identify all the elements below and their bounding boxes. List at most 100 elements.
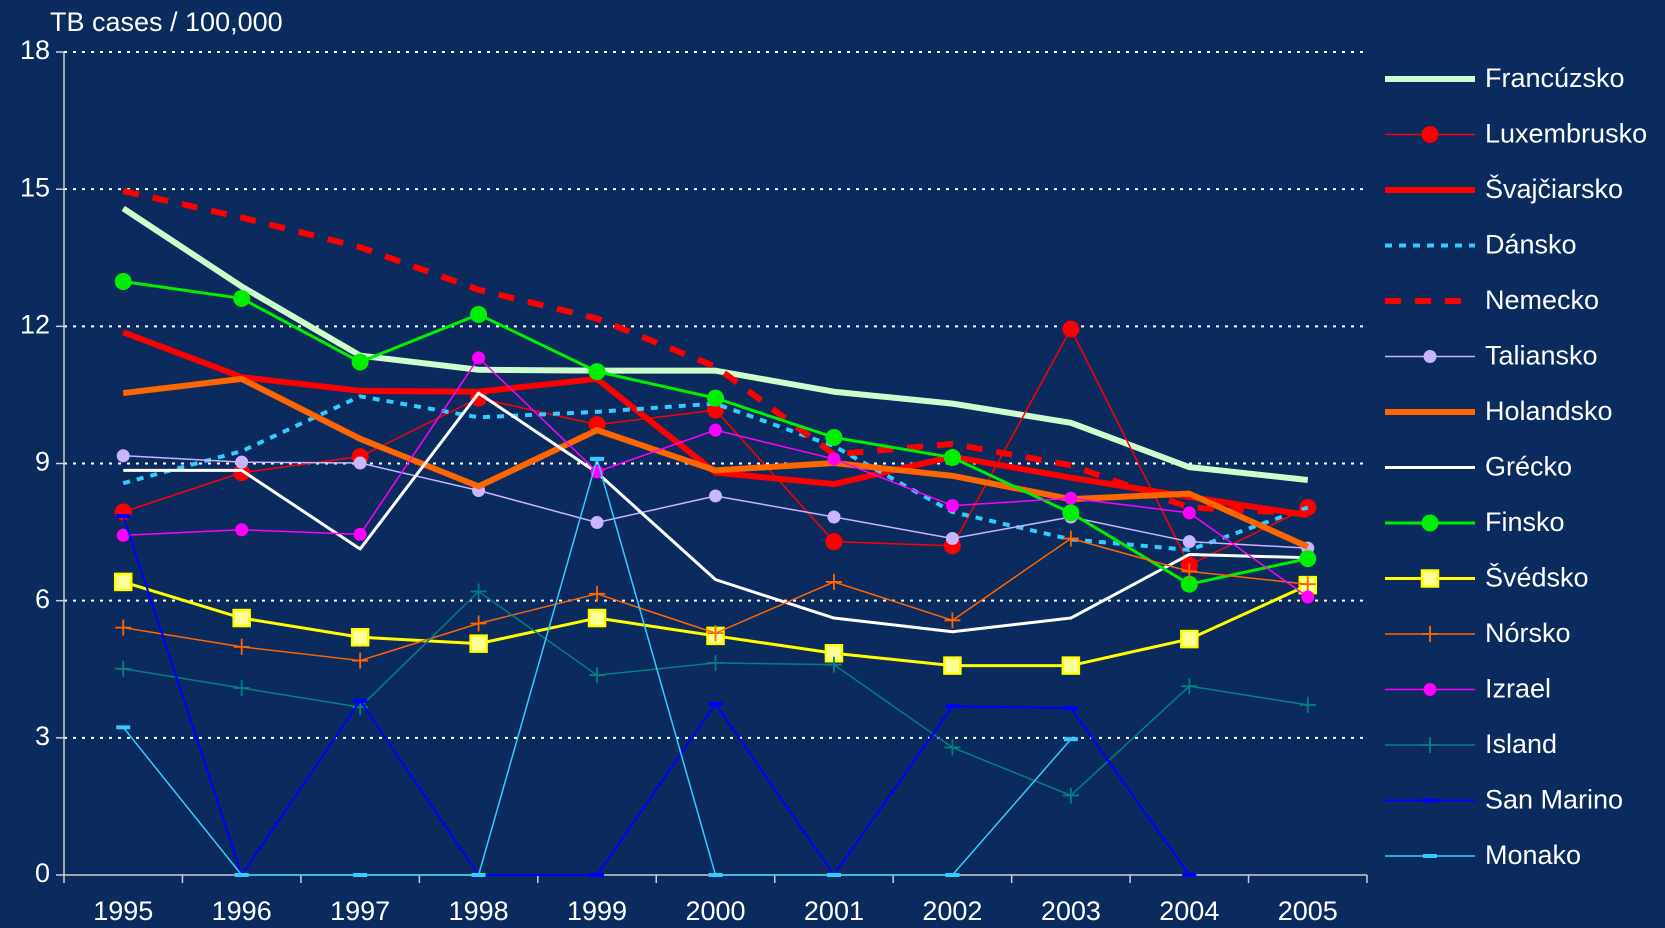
- marker: [1299, 550, 1317, 568]
- legend-label: Švajčiarsko: [1485, 173, 1623, 204]
- marker: [470, 305, 488, 323]
- legend-label: Švédsko: [1485, 562, 1589, 593]
- marker: [1062, 504, 1080, 522]
- y-tick-label: 9: [35, 447, 50, 477]
- marker: [1301, 590, 1315, 604]
- legend-label: Dánsko: [1485, 230, 1577, 260]
- marker: [233, 464, 251, 482]
- marker: [115, 660, 132, 677]
- legend-label: Island: [1485, 729, 1557, 759]
- marker: [1422, 626, 1438, 642]
- marker: [1182, 506, 1196, 520]
- y-tick-label: 6: [35, 584, 50, 614]
- x-tick-label: 1996: [212, 896, 272, 926]
- marker: [1182, 535, 1196, 549]
- marker: [233, 638, 250, 655]
- marker: [707, 654, 724, 671]
- x-tick-label: 1998: [449, 896, 509, 926]
- series-line: [122, 515, 1191, 876]
- marker: [114, 273, 132, 291]
- marker: [1180, 575, 1198, 593]
- x-tick-label: 1999: [567, 896, 627, 926]
- marker: [1180, 629, 1199, 649]
- marker: [709, 423, 722, 437]
- marker: [707, 625, 724, 642]
- marker: [707, 389, 724, 407]
- marker: [588, 363, 606, 381]
- marker: [235, 523, 249, 537]
- marker: [825, 573, 842, 590]
- marker: [352, 652, 369, 669]
- x-tick-label: 1995: [93, 896, 153, 926]
- marker: [115, 619, 132, 636]
- y-axis-label: TB cases / 100,000: [50, 7, 283, 37]
- marker: [1181, 563, 1198, 580]
- marker: [943, 449, 961, 467]
- x-tick-label: 2003: [1041, 896, 1101, 926]
- y-tick-label: 3: [35, 721, 50, 751]
- marker: [825, 428, 843, 446]
- marker: [1421, 514, 1439, 532]
- x-tick-label: 2002: [922, 896, 982, 926]
- marker: [587, 608, 607, 628]
- marker: [1064, 491, 1078, 505]
- marker: [1423, 350, 1437, 363]
- marker: [827, 452, 841, 466]
- marker: [351, 353, 369, 371]
- marker: [350, 627, 370, 647]
- marker: [943, 656, 962, 675]
- marker: [1422, 737, 1438, 753]
- marker: [116, 449, 130, 463]
- legend-label: Grécko: [1485, 452, 1572, 482]
- marker: [470, 615, 487, 632]
- marker: [232, 608, 251, 628]
- legend-label: Finsko: [1485, 507, 1565, 537]
- marker: [825, 533, 843, 551]
- marker: [233, 289, 251, 307]
- marker: [469, 634, 488, 653]
- marker: [1421, 126, 1439, 143]
- series-line: [122, 375, 1309, 550]
- marker: [470, 583, 487, 600]
- marker: [589, 667, 606, 684]
- x-tick-label: 1997: [330, 896, 390, 926]
- x-tick-label: 2000: [685, 896, 745, 926]
- legend-label: Holandsko: [1485, 396, 1613, 426]
- legend-label: Luxembrusko: [1485, 119, 1647, 149]
- marker: [944, 612, 961, 629]
- legend-label: Monako: [1485, 840, 1581, 870]
- legend-label: Nórsko: [1485, 618, 1571, 648]
- marker: [1423, 683, 1437, 696]
- marker: [353, 456, 367, 470]
- marker: [590, 515, 604, 529]
- x-tick-label: 2001: [804, 896, 864, 926]
- legend-label: Francúzsko: [1485, 63, 1625, 93]
- marker: [945, 499, 959, 513]
- y-tick-label: 18: [20, 35, 50, 65]
- y-tick-label: 15: [20, 172, 50, 202]
- marker: [113, 572, 133, 592]
- marker: [1299, 576, 1316, 593]
- marker: [1299, 696, 1316, 713]
- legend-label: Taliansko: [1485, 341, 1598, 371]
- marker: [472, 351, 486, 365]
- series-line: [121, 205, 1309, 483]
- x-tick-label: 2005: [1278, 896, 1338, 926]
- marker: [116, 528, 130, 542]
- marker: [1062, 320, 1080, 338]
- legend-label: San Marino: [1485, 785, 1623, 815]
- marker: [827, 510, 841, 524]
- marker: [353, 527, 367, 541]
- y-tick-label: 0: [35, 858, 50, 888]
- marker: [235, 455, 249, 469]
- marker: [1420, 569, 1440, 588]
- marker: [233, 679, 250, 696]
- legend-label: Nemecko: [1485, 285, 1599, 315]
- legend-label: Izrael: [1485, 674, 1551, 704]
- marker: [589, 585, 606, 602]
- series-line: [123, 391, 1308, 634]
- marker: [1062, 530, 1079, 547]
- marker: [944, 739, 961, 756]
- marker: [1181, 678, 1198, 695]
